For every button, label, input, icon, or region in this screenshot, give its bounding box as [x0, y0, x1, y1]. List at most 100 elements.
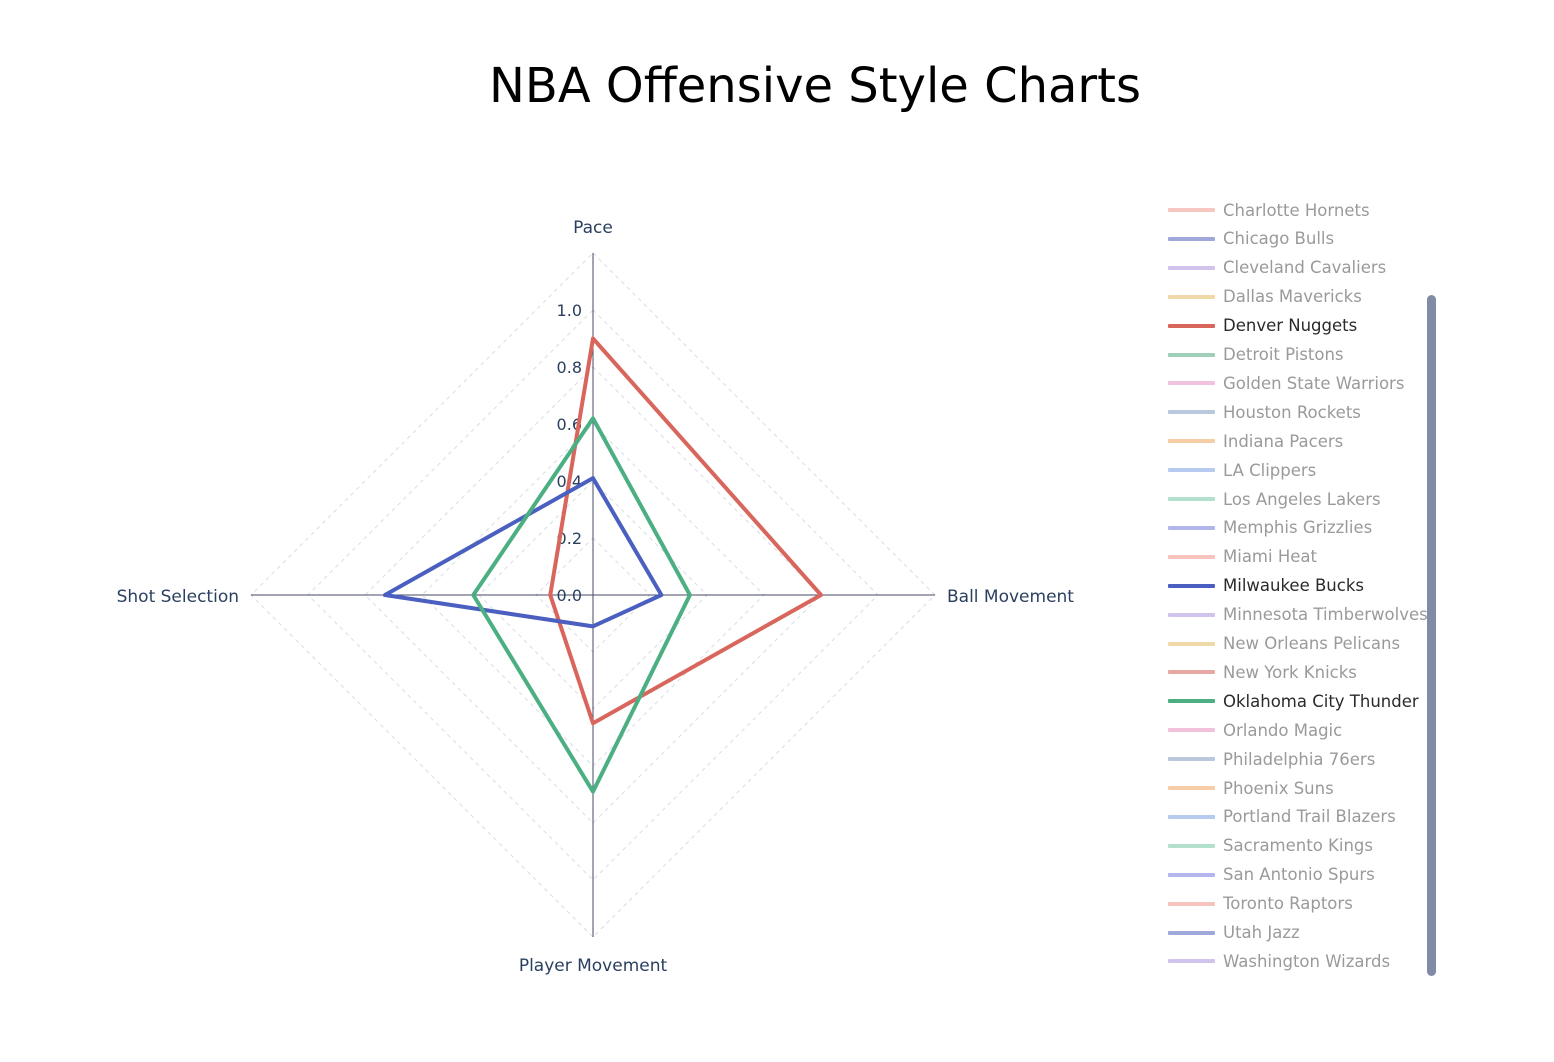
legend-item[interactable]: Toronto Raptors	[1168, 892, 1353, 916]
legend-swatch	[1168, 728, 1215, 733]
legend-label: Indiana Pacers	[1223, 431, 1344, 451]
legend-swatch	[1168, 612, 1215, 617]
legend-swatch	[1168, 236, 1215, 241]
legend-label: Los Angeles Lakers	[1223, 489, 1381, 509]
legend-item[interactable]: Los Angeles Lakers	[1168, 487, 1381, 511]
legend-item[interactable]: Portland Trail Blazers	[1168, 805, 1396, 829]
legend-swatch	[1168, 641, 1215, 646]
angular-axis-labels: Pace Ball Movement Player Movement Shot Sel…	[117, 218, 1075, 976]
legend-item[interactable]: Miami Heat	[1168, 545, 1317, 569]
legend-item[interactable]: Indiana Pacers	[1168, 429, 1343, 453]
legend-label: Denver Nuggets	[1223, 316, 1358, 336]
legend-label: Oklahoma City Thunder	[1223, 691, 1419, 711]
legend-label: Houston Rockets	[1223, 402, 1361, 422]
legend-swatch	[1168, 497, 1215, 501]
legend-swatch	[1168, 554, 1215, 559]
radial-tick-label: 0.2	[557, 529, 582, 548]
legend-swatch	[1168, 872, 1215, 877]
radial-tick-label: 0.8	[557, 358, 582, 377]
legend-swatch	[1168, 670, 1215, 675]
legend-swatch	[1168, 439, 1215, 444]
series-line[interactable]	[471, 416, 692, 794]
legend-item[interactable]: New York Knicks	[1168, 660, 1357, 684]
legend-swatch	[1168, 699, 1215, 704]
axis-label: Player Movement	[519, 956, 668, 976]
legend-swatch	[1168, 294, 1215, 299]
legend-item[interactable]: Houston Rockets	[1168, 400, 1361, 424]
legend-label: Utah Jazz	[1223, 923, 1300, 942]
legend-item[interactable]: Golden State Warriors	[1168, 371, 1404, 395]
legend-swatch	[1168, 843, 1215, 848]
legend-item[interactable]: Sacramento Kings	[1168, 834, 1373, 858]
legend-swatch	[1168, 757, 1215, 762]
radial-tick-label: 0.0	[557, 586, 582, 605]
legend-swatch	[1168, 786, 1215, 790]
legend-label: New York Knicks	[1223, 662, 1357, 682]
legend-swatch	[1168, 381, 1215, 386]
legend-item[interactable]: Orlando Magic	[1168, 718, 1342, 742]
legend-item[interactable]: Washington Wizards	[1168, 949, 1390, 973]
legend-item[interactable]: Utah Jazz	[1168, 921, 1300, 945]
legend-item[interactable]: San Antonio Spurs	[1168, 863, 1375, 887]
legend-swatch	[1168, 352, 1215, 357]
legend-swatch	[1168, 323, 1215, 328]
legend-label: San Antonio Spurs	[1223, 865, 1375, 885]
legend-item[interactable]: LA Clippers	[1168, 458, 1316, 482]
legend-swatch	[1168, 959, 1215, 964]
legend-item[interactable]: Phoenix Suns	[1168, 776, 1334, 800]
legend-item[interactable]: Oklahoma City Thunder	[1168, 689, 1419, 713]
legend-item[interactable]: Dallas Mavericks	[1168, 285, 1362, 309]
legend-item[interactable]: Denver Nuggets	[1168, 314, 1357, 338]
legend-swatch	[1168, 814, 1215, 819]
radial-tick-label: 1.0	[557, 301, 582, 320]
legend-label: Sacramento Kings	[1223, 836, 1373, 856]
legend-swatch	[1168, 525, 1215, 530]
axis-label: Pace	[573, 218, 613, 238]
legend-label: Orlando Magic	[1223, 720, 1343, 740]
grid-ring	[250, 252, 936, 938]
radar-series	[382, 336, 823, 794]
legend-label: Memphis Grizzlies	[1223, 518, 1373, 538]
radar-axes	[251, 253, 935, 937]
radial-tick-label: 0.6	[557, 415, 582, 434]
legend-swatch	[1168, 583, 1215, 588]
legend-label: Phoenix Suns	[1223, 778, 1334, 798]
legend-swatch	[1168, 208, 1215, 212]
legend-item[interactable]: Cleveland Cavaliers	[1168, 256, 1386, 280]
legend-label: Chicago Bulls	[1223, 229, 1335, 249]
legend-item[interactable]: Detroit Pistons	[1168, 343, 1344, 367]
legend-item[interactable]: Minnesota Timberwolves	[1168, 603, 1428, 627]
legend-label: Milwaukee Bucks	[1223, 576, 1364, 596]
legend-label: Dallas Mavericks	[1223, 287, 1362, 307]
legend-swatch	[1168, 930, 1215, 935]
legend: Charlotte Hornets Chicago Bulls Cleveland …	[1160, 196, 1440, 980]
legend-scrollbar[interactable]	[1427, 295, 1436, 976]
series-line[interactable]	[382, 476, 664, 629]
legend-item[interactable]: New Orleans Pelicans	[1168, 632, 1400, 656]
legend-item[interactable]: Philadelphia 76ers	[1168, 747, 1375, 771]
legend-label: Portland Trail Blazers	[1223, 807, 1396, 827]
legend-label: Detroit Pistons	[1223, 345, 1344, 364]
grid-ring	[364, 366, 822, 824]
legend-label: Charlotte Hornets	[1223, 200, 1370, 220]
legend-swatch	[1168, 410, 1215, 415]
axis-label: Ball Movement	[947, 587, 1074, 607]
legend-item[interactable]: Charlotte Hornets	[1168, 198, 1370, 222]
legend-swatch	[1168, 468, 1215, 473]
legend-label: Cleveland Cavaliers	[1223, 258, 1387, 278]
legend-swatch	[1168, 265, 1215, 270]
series-line[interactable]	[548, 336, 823, 726]
legend-label: LA Clippers	[1223, 460, 1317, 480]
legend-label: Philadelphia 76ers	[1223, 749, 1376, 769]
legend-label: Toronto Raptors	[1223, 894, 1353, 914]
legend-label: Miami Heat	[1223, 547, 1317, 567]
legend-label: Washington Wizards	[1223, 951, 1391, 971]
legend-item[interactable]: Memphis Grizzlies	[1168, 516, 1372, 540]
legend-label: Golden State Warriors	[1223, 373, 1405, 393]
legend-item[interactable]: Chicago Bulls	[1168, 227, 1334, 251]
chart-title: NBA Offensive Style Charts	[488, 58, 1141, 114]
legend-label: Minnesota Timberwolves	[1223, 605, 1428, 625]
legend-item[interactable]: Milwaukee Bucks	[1168, 574, 1364, 598]
legend-swatch	[1168, 901, 1215, 906]
